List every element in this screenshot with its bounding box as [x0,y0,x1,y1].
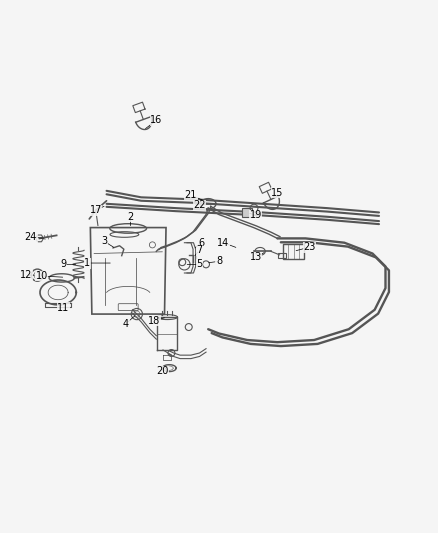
Text: 15: 15 [271,188,283,198]
Text: 4: 4 [123,319,129,328]
Text: 9: 9 [60,260,67,269]
Text: 17: 17 [89,205,102,215]
Text: 22: 22 [193,200,206,210]
Text: 19: 19 [250,211,262,221]
Text: 11: 11 [57,303,70,312]
Text: 12: 12 [21,270,33,280]
Text: 8: 8 [216,256,222,266]
Text: 21: 21 [185,190,197,200]
Text: 1: 1 [84,258,90,268]
Text: 14: 14 [217,238,230,248]
Text: 13: 13 [250,252,262,262]
Text: 10: 10 [35,271,48,281]
Bar [278,253,286,258]
Bar [242,208,252,217]
Text: 7: 7 [196,245,203,255]
Text: 5: 5 [196,260,203,269]
Bar [283,244,304,259]
Text: 24: 24 [25,232,37,242]
Text: 6: 6 [199,238,205,248]
Text: 16: 16 [150,115,162,125]
Text: 2: 2 [127,212,134,222]
Text: 3: 3 [101,237,107,246]
Text: 20: 20 [157,366,169,376]
Text: 23: 23 [304,242,316,252]
Text: 18: 18 [148,316,160,326]
